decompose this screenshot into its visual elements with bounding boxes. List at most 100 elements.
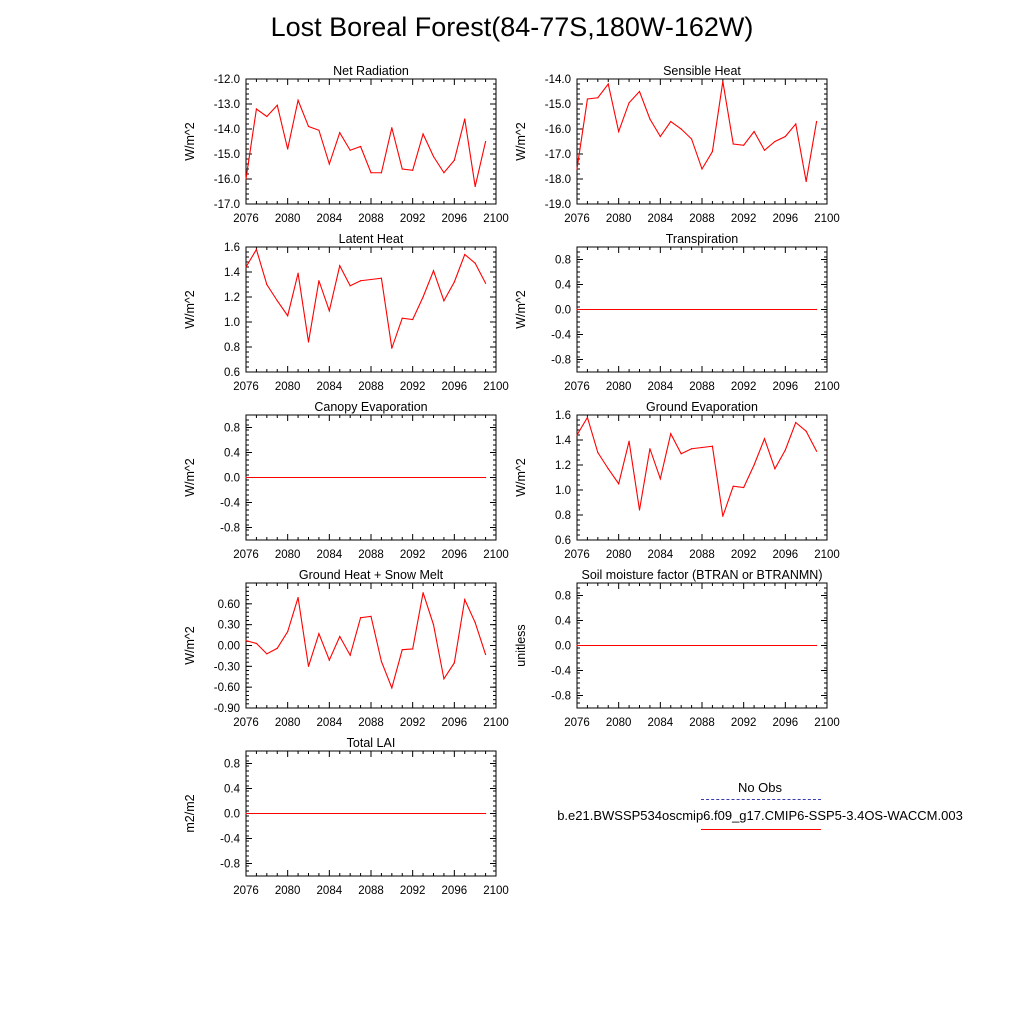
y-tick-label: 0.0: [555, 641, 571, 653]
data-point: [586, 416, 589, 419]
data-point: [484, 476, 487, 479]
y-tick-label: -0.4: [220, 498, 240, 510]
data-point: [638, 509, 641, 511]
x-tick-label: 2088: [358, 381, 384, 393]
series-line-model: [576, 81, 818, 182]
y-tick-label: -16.0: [545, 124, 571, 136]
data-point: [307, 125, 310, 128]
x-tick-label: 2088: [689, 549, 715, 561]
x-tick-label: 2076: [233, 717, 259, 729]
data-point: [255, 108, 258, 110]
x-tick-label: 2084: [648, 717, 674, 729]
data-point: [586, 98, 589, 100]
data-point: [349, 285, 351, 287]
panel-8: Soil moisture factor (BTRAN or BTRANMN) 2…: [514, 568, 840, 729]
x-tick-label: 2084: [648, 381, 674, 393]
data-point: [607, 83, 609, 85]
x-tick-label: 2100: [483, 549, 509, 561]
data-point: [805, 430, 807, 432]
data-point: [412, 169, 414, 171]
data-point: [359, 145, 362, 148]
x-tick-label: 2088: [358, 213, 384, 225]
panel-4: Transpiration 2076 2080 2084 2088 2092 2096 210…: [514, 232, 840, 393]
data-point: [370, 615, 372, 617]
y-tick-label: 0.60: [218, 599, 240, 611]
data-point: [711, 150, 714, 153]
y-tick-label: -17.0: [214, 199, 240, 211]
x-tick-label: 2080: [606, 717, 632, 729]
data-point: [266, 653, 268, 655]
x-tick-label: 2088: [358, 885, 384, 897]
data-point: [784, 449, 786, 451]
x-tick-label: 2092: [731, 381, 757, 393]
y-axis-label: W/m^2: [183, 122, 197, 161]
panel-9: Total LAI 2076 2080 2084 2088 2092 2096 2100 0.8…: [183, 736, 509, 897]
data-point: [391, 127, 393, 129]
x-tick-label: 2076: [564, 717, 590, 729]
data-point: [432, 624, 435, 626]
data-point: [443, 678, 445, 680]
x-tick-label: 2084: [648, 213, 674, 225]
figure-title: Lost Boreal Forest(84-77S,180W-162W): [270, 12, 754, 42]
plot-frame: [576, 78, 828, 205]
x-tick-label: 2084: [317, 381, 343, 393]
data-point: [690, 138, 693, 140]
data-point: [266, 115, 268, 118]
panel-6: Ground Evaporation 2076 2080 2084 2088 2092 20…: [514, 400, 840, 561]
data-point: [732, 485, 734, 487]
data-point: [649, 118, 651, 120]
data-point: [245, 178, 247, 180]
data-point: [276, 104, 278, 106]
x-tick-label: 2088: [689, 717, 715, 729]
data-point: [287, 631, 289, 633]
x-tick-label: 2076: [564, 381, 590, 393]
data-point: [349, 149, 351, 151]
x-tick-label: 2080: [275, 213, 301, 225]
data-point: [763, 149, 766, 151]
data-point: [339, 265, 341, 267]
y-tick-label: -0.8: [220, 523, 240, 535]
x-tick-label: 2080: [275, 717, 301, 729]
y-tick-label: -0.60: [214, 682, 240, 694]
data-point: [328, 163, 330, 165]
data-point: [453, 159, 455, 161]
y-tick-label: 0.8: [224, 423, 240, 435]
y-tick-label: -17.0: [545, 149, 571, 161]
data-point: [628, 102, 630, 104]
panel-title: Total LAI: [347, 736, 396, 750]
x-tick-label: 2080: [275, 549, 301, 561]
panel-5: Canopy Evaporation 2076 2080 2084 2088 2092 20…: [183, 400, 509, 561]
data-point: [680, 453, 682, 455]
data-point: [628, 440, 630, 442]
x-tick-label: 2100: [814, 381, 840, 393]
data-point: [732, 143, 734, 145]
series-line-model: [245, 248, 487, 349]
data-point: [276, 300, 278, 302]
y-tick-label: -15.0: [214, 149, 240, 161]
data-point: [795, 123, 797, 125]
y-axis-label: W/m^2: [183, 458, 197, 497]
y-tick-label: -12.0: [214, 74, 240, 86]
y-tick-label: 0.0: [555, 305, 571, 317]
series-line-model: [576, 416, 818, 517]
data-point: [743, 144, 745, 146]
data-point: [670, 120, 672, 123]
data-point: [576, 434, 578, 436]
data-point: [795, 421, 797, 424]
x-tick-label: 2096: [442, 213, 468, 225]
data-point: [412, 648, 414, 650]
data-point: [297, 272, 299, 274]
y-tick-label: -16.0: [214, 174, 240, 186]
data-point: [484, 812, 487, 815]
x-tick-label: 2096: [442, 717, 468, 729]
data-point: [359, 617, 362, 619]
data-point: [245, 640, 247, 642]
data-point: [391, 347, 393, 349]
y-tick-label: 0.6: [224, 367, 240, 379]
x-tick-label: 2088: [689, 381, 715, 393]
data-point: [328, 310, 330, 312]
x-tick-label: 2080: [606, 549, 632, 561]
legend-model-label: b.e21.BWSSP534oscmip6.f09_g17.CMIP6-SSP5…: [557, 808, 963, 823]
data-point: [474, 621, 476, 624]
x-tick-label: 2096: [773, 549, 799, 561]
